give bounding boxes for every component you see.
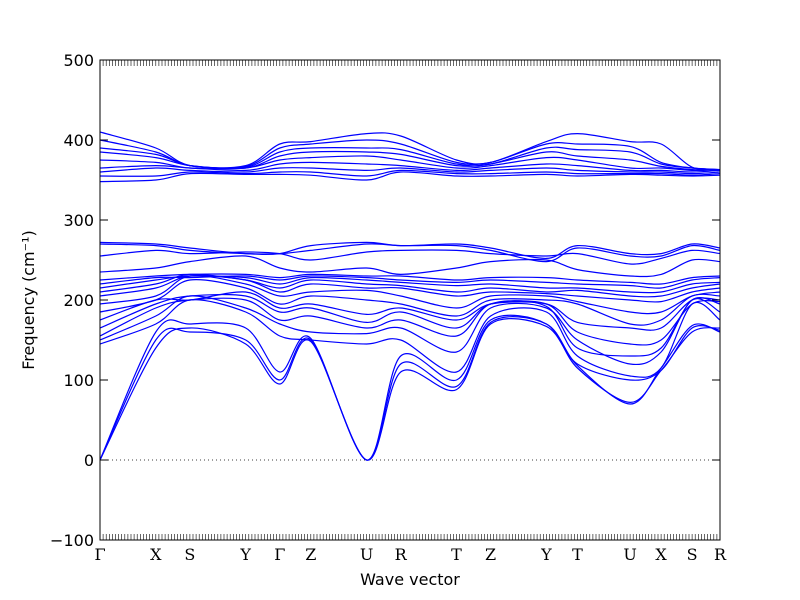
dispersion-branch [100,131,720,171]
x-tick-label: Y [239,545,251,564]
dispersion-branch [100,155,720,172]
x-tick-label: X [655,545,667,564]
x-tick-label: S [687,545,698,564]
x-tick-label: Γ [274,545,285,564]
dispersion-branch [100,161,720,173]
x-tick-label: Z [485,545,496,564]
y-tick-label: 300 [63,211,94,230]
dispersion-branch [100,318,720,461]
dispersion-branch [100,171,720,183]
y-axis-ticks: −100 0 100 200 300 400 500 [50,51,720,550]
dispersion-branch [100,314,720,461]
x-tick-label: R [714,545,727,564]
y-tick-label: −100 [50,531,94,550]
dispersion-branch [100,255,720,278]
dispersion-branch [100,295,720,366]
dispersion-branch [100,243,720,263]
x-tick-label: Y [540,545,552,564]
y-tick-label: 200 [63,291,94,310]
y-tick-label: 400 [63,131,94,150]
y-tick-label: 0 [84,451,94,470]
dispersion-branch [100,241,720,260]
x-tick-label: T [572,545,583,564]
x-axis-label: Wave vector [360,570,460,589]
x-tick-label: Γ [94,545,105,564]
dispersion-branch [100,316,720,461]
x-tick-label: S [184,545,195,564]
y-tick-label: 100 [63,371,94,390]
x-tick-label: X [150,545,162,564]
x-tick-label: U [360,545,373,564]
dispersion-branch [100,167,720,175]
dispersion-curves [100,131,720,461]
dispersion-branch [100,291,720,331]
x-tick-label: R [395,545,408,564]
x-tick-label: Z [305,545,316,564]
dispersion-branch [100,169,720,177]
dispersion-branch [100,275,720,315]
dispersion-branch [100,299,720,378]
x-tick-label: T [451,545,462,564]
dispersion-branch [100,296,720,357]
y-tick-label: 500 [63,51,94,70]
y-axis-label: Frequency (cm⁻¹) [19,230,38,369]
dispersion-branch [100,275,720,289]
dispersion-branch [100,273,720,285]
x-tick-label: U [623,545,636,564]
dispersion-branch [100,279,720,326]
